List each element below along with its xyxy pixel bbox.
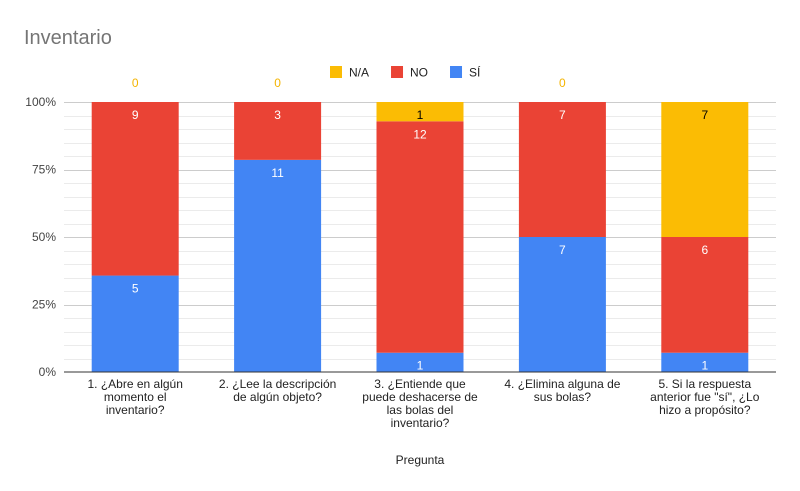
- bar-segment: [518, 237, 606, 372]
- chart-title: Inventario: [24, 27, 112, 49]
- data-label: 9: [132, 108, 139, 122]
- x-category-label: 3. ¿Entiende que puede deshacerse de las b…: [362, 377, 478, 430]
- data-label: 0: [559, 76, 566, 90]
- data-label: 5: [132, 282, 139, 296]
- data-label: 3: [274, 108, 281, 122]
- legend-label: NO: [410, 66, 428, 80]
- y-tick-label: 100%: [25, 95, 56, 109]
- data-label: 7: [559, 108, 566, 122]
- y-tick-label: 50%: [32, 230, 56, 244]
- data-label: 0: [274, 76, 281, 90]
- bar-segment: [234, 102, 322, 160]
- y-tick-label: 75%: [32, 163, 56, 177]
- y-axis-ticks: 0% 25% 50% 75% 100%: [25, 95, 56, 379]
- x-category-label: 4. ¿Elimina alguna de sus bolas?: [504, 377, 620, 404]
- y-tick-label: 0%: [39, 365, 57, 379]
- bar-segment: [376, 121, 464, 353]
- legend-label: N/A: [349, 66, 369, 80]
- x-category-label: 2. ¿Lee la descripción de algún objeto?: [219, 377, 336, 404]
- legend-swatch: [450, 66, 463, 78]
- bar-segment: [661, 102, 749, 237]
- data-label: 1: [417, 108, 424, 122]
- x-category-label: 1. ¿Abre en algún momento el inventario?: [87, 377, 182, 417]
- bars: [91, 102, 749, 372]
- data-label: 11: [271, 166, 284, 180]
- bar-segment: [376, 352, 464, 372]
- bar-segment: [661, 352, 749, 372]
- y-tick-label: 25%: [32, 298, 56, 312]
- data-label: 0: [132, 76, 139, 90]
- data-label: 1: [701, 359, 708, 373]
- legend-swatch: [391, 66, 404, 78]
- data-label: 12: [413, 127, 427, 141]
- data-label: 7: [701, 108, 708, 122]
- bar-segment: [661, 237, 749, 353]
- data-label: 1: [417, 359, 424, 373]
- bar-segment: [234, 159, 322, 372]
- bar-segment: [518, 102, 606, 237]
- bar-segment: [91, 102, 179, 276]
- bar-segment: [376, 102, 464, 122]
- x-category-label: 5. Si la respuesta anterior fue "sí", ¿Lo…: [650, 377, 760, 417]
- data-labels: 5 9 0 11 3 0 1 12 1 7 7 0 1 6 7: [132, 76, 709, 373]
- data-label: 6: [701, 243, 708, 257]
- bar-segment: [91, 275, 179, 372]
- legend-label: SÍ: [469, 65, 481, 80]
- legend: N/A NO SÍ: [330, 65, 481, 80]
- data-label: 7: [559, 243, 566, 257]
- legend-swatch: [330, 66, 342, 78]
- x-axis-categories: 1. ¿Abre en algún momento el inventario? 2.…: [87, 377, 759, 430]
- x-axis-title: Pregunta: [396, 453, 445, 467]
